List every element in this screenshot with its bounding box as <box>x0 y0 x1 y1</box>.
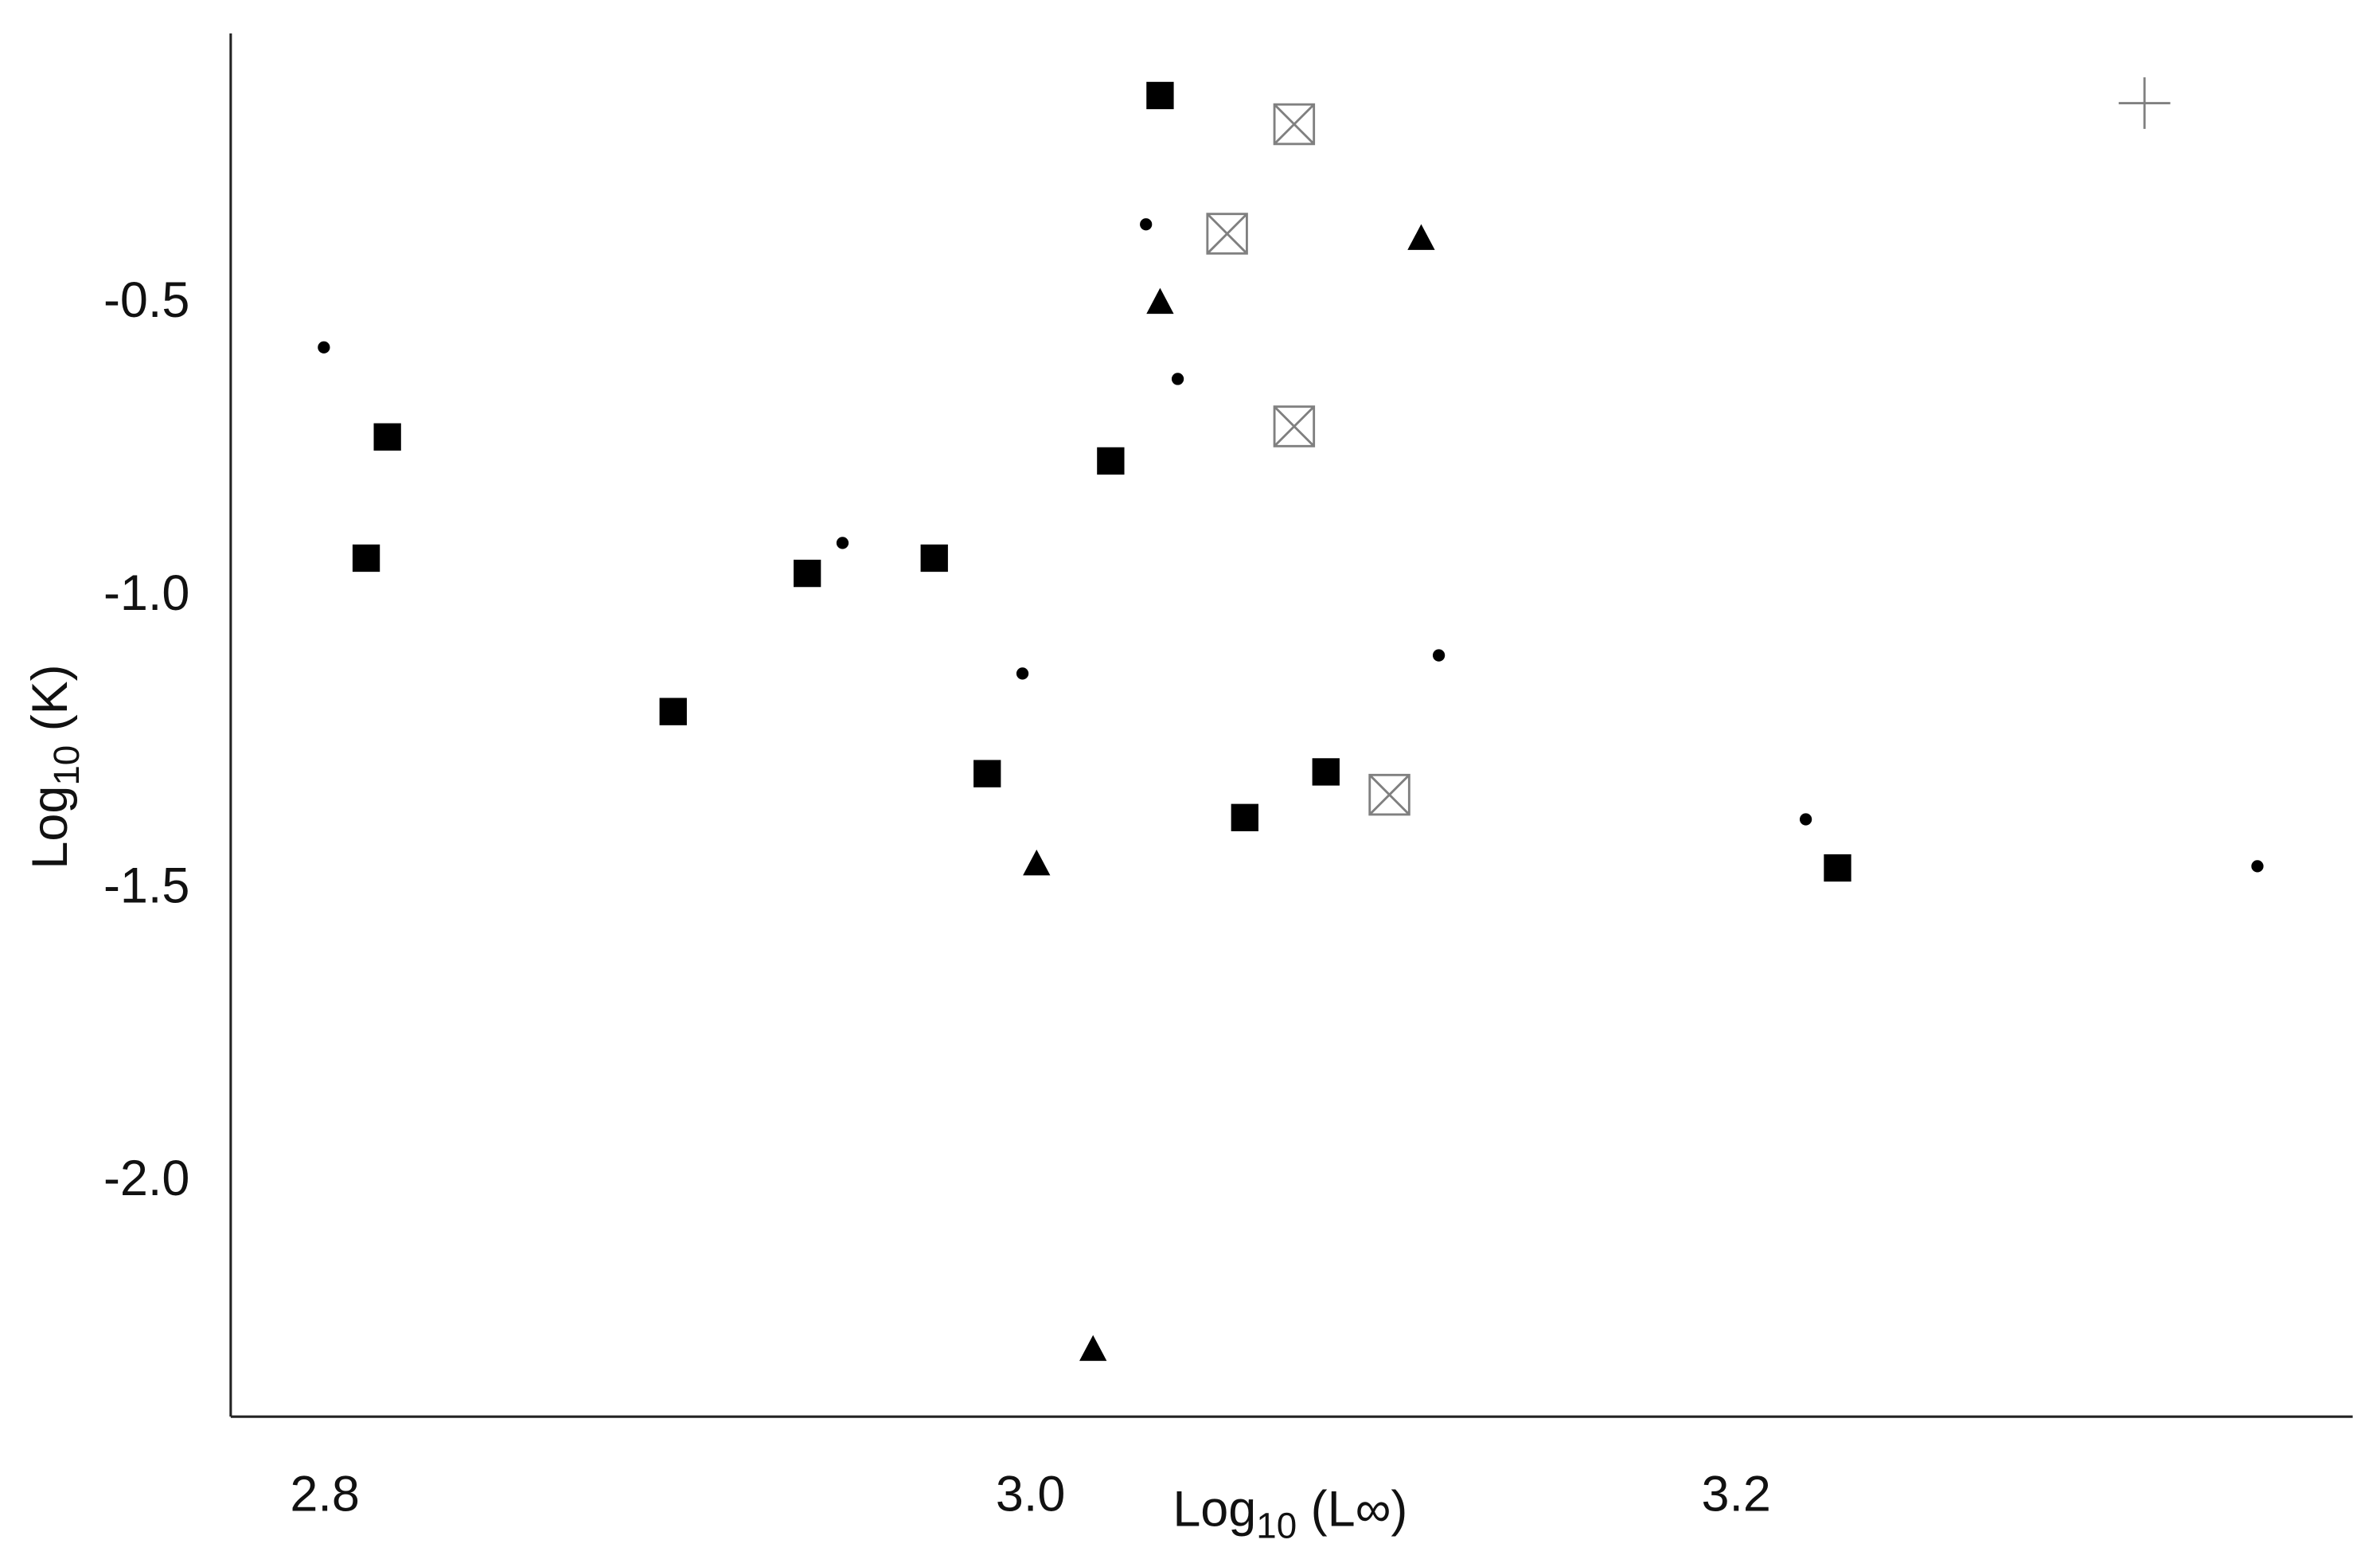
triangle-point <box>1023 849 1051 876</box>
x-tick-label: 3.0 <box>996 1466 1065 1522</box>
square-point <box>920 544 948 572</box>
y-tick-label: -0.5 <box>103 272 189 328</box>
y-tick-label: -1.0 <box>103 565 189 621</box>
boxed-x-point <box>1368 773 1410 816</box>
boxed-x-point <box>1273 103 1316 146</box>
square-point <box>659 698 687 725</box>
triangle-point <box>1146 287 1174 315</box>
x-axis-title: Log10 (L∞) <box>1172 1481 1407 1546</box>
square-point <box>1097 447 1125 475</box>
plus-point <box>2118 77 2171 129</box>
dot-point <box>1799 813 1812 826</box>
square-point <box>973 760 1001 787</box>
square-point <box>373 423 401 451</box>
dot-point <box>1016 667 1029 680</box>
square-point <box>1231 803 1258 831</box>
square-point <box>793 559 821 588</box>
dot-point <box>318 341 330 354</box>
square-point <box>1312 758 1340 786</box>
dot-point <box>2251 860 2264 873</box>
square-point <box>1824 854 1851 882</box>
boxed-x-point <box>1206 213 1248 255</box>
boxed-x-point <box>1273 405 1316 447</box>
y-tick-label: -1.5 <box>103 858 189 914</box>
x-tick-label: 3.2 <box>1701 1466 1770 1522</box>
x-tick-label: 2.8 <box>290 1466 359 1522</box>
triangle-point <box>1407 224 1435 250</box>
dot-point <box>1171 373 1184 385</box>
dot-point <box>1432 649 1446 662</box>
dot-point <box>1140 218 1153 231</box>
dot-point <box>836 537 849 549</box>
triangle-point <box>1079 1334 1107 1362</box>
square-point <box>1146 81 1174 110</box>
y-tick-label: -2.0 <box>103 1151 189 1206</box>
y-axis-title: Log10 (K) <box>22 664 87 869</box>
square-point <box>352 544 380 572</box>
